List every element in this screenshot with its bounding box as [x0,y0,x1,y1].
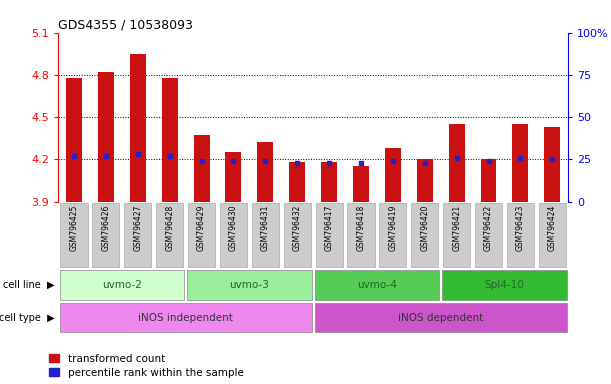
FancyBboxPatch shape [188,203,215,267]
FancyBboxPatch shape [60,203,87,267]
Text: uvmo-4: uvmo-4 [357,280,397,290]
Text: GSM796429: GSM796429 [197,205,206,252]
Text: GSM796422: GSM796422 [484,205,493,251]
Bar [257,142,273,202]
Bar [417,159,433,202]
Bar [162,78,178,202]
FancyBboxPatch shape [442,270,566,300]
Text: GSM796432: GSM796432 [293,205,302,252]
FancyBboxPatch shape [411,203,438,267]
FancyBboxPatch shape [507,203,534,267]
FancyBboxPatch shape [348,203,375,267]
Text: iNOS dependent: iNOS dependent [398,313,483,323]
Text: GSM796418: GSM796418 [356,205,365,251]
FancyBboxPatch shape [220,203,247,267]
Text: GDS4355 / 10538093: GDS4355 / 10538093 [58,18,193,31]
Text: GSM796424: GSM796424 [548,205,557,252]
Bar [194,136,210,202]
Legend: transformed count, percentile rank within the sample: transformed count, percentile rank withi… [45,349,248,382]
Text: GSM796423: GSM796423 [516,205,525,252]
Bar [130,54,146,202]
Text: uvmo-2: uvmo-2 [102,280,142,290]
Bar [353,166,369,202]
FancyBboxPatch shape [443,203,470,267]
FancyBboxPatch shape [539,203,566,267]
Text: GSM796421: GSM796421 [452,205,461,251]
Bar [385,148,401,202]
Bar [289,162,305,202]
Text: cell line  ▶: cell line ▶ [4,280,55,290]
FancyBboxPatch shape [315,203,343,267]
Text: cell type  ▶: cell type ▶ [0,313,55,323]
Bar [98,72,114,202]
Text: GSM796425: GSM796425 [70,205,78,252]
Bar [321,162,337,202]
FancyBboxPatch shape [379,203,406,267]
FancyBboxPatch shape [60,270,184,300]
Text: GSM796427: GSM796427 [133,205,142,252]
FancyBboxPatch shape [124,203,152,267]
Bar [448,124,464,202]
FancyBboxPatch shape [315,303,566,333]
Bar [544,127,560,202]
FancyBboxPatch shape [156,203,183,267]
FancyBboxPatch shape [284,203,311,267]
FancyBboxPatch shape [252,203,279,267]
Text: Spl4-10: Spl4-10 [485,280,524,290]
Text: GSM796419: GSM796419 [389,205,397,252]
FancyBboxPatch shape [315,270,439,300]
Text: GSM796420: GSM796420 [420,205,430,252]
Text: uvmo-3: uvmo-3 [229,280,269,290]
Bar [480,159,497,202]
Bar [513,124,529,202]
Bar [225,152,241,202]
FancyBboxPatch shape [60,303,312,333]
FancyBboxPatch shape [92,203,119,267]
Text: GSM796428: GSM796428 [165,205,174,251]
Text: GSM796430: GSM796430 [229,205,238,252]
FancyBboxPatch shape [475,203,502,267]
Text: GSM796426: GSM796426 [101,205,111,252]
Text: GSM796417: GSM796417 [324,205,334,252]
FancyBboxPatch shape [187,270,312,300]
Text: iNOS independent: iNOS independent [138,313,233,323]
Text: GSM796431: GSM796431 [261,205,270,252]
Bar [66,78,82,202]
